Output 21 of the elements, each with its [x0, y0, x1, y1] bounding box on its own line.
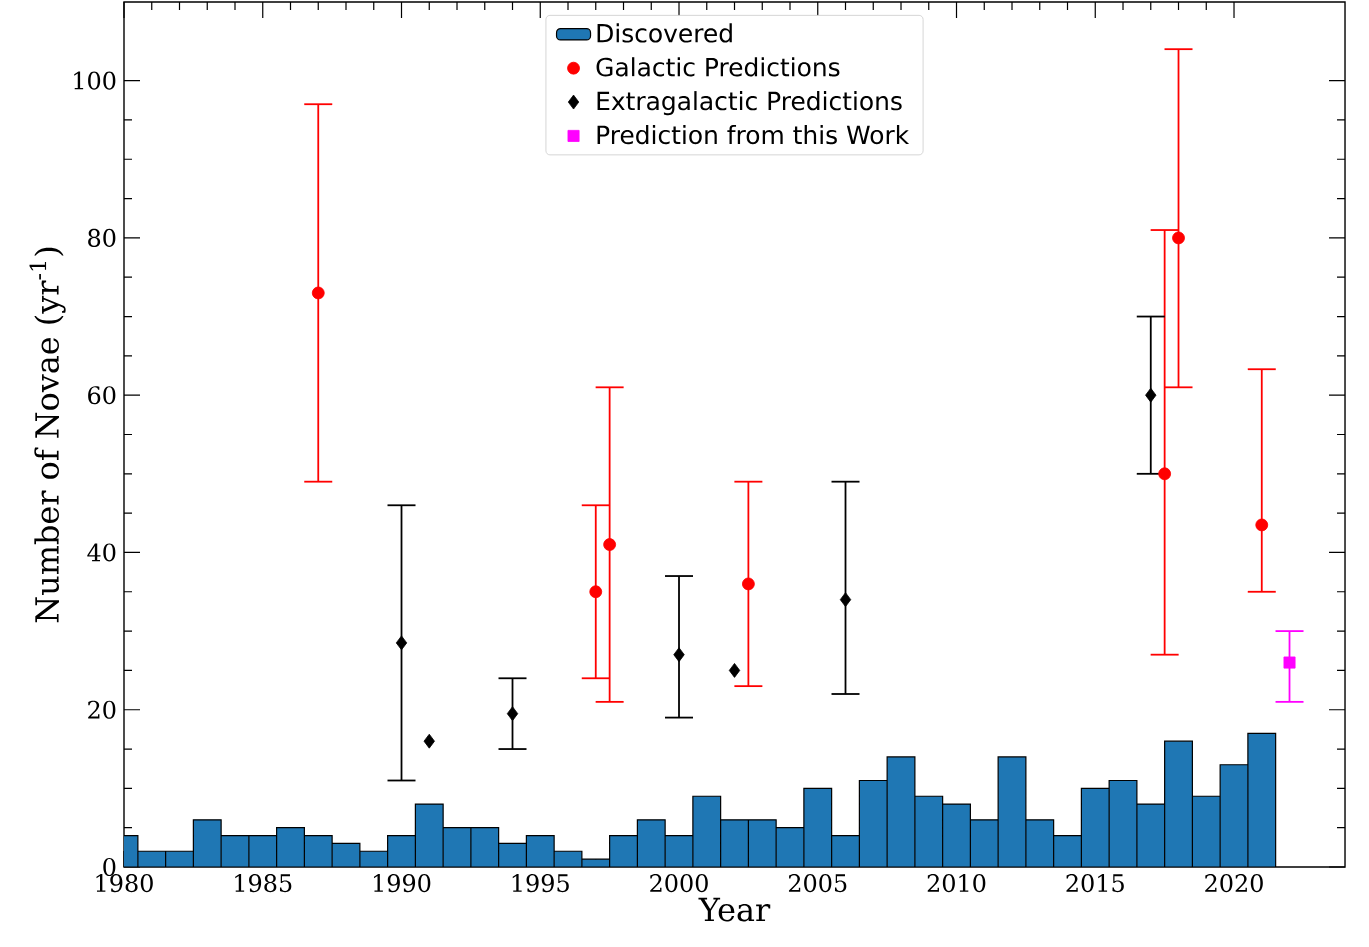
x-tick-label: 2020 [1205, 874, 1263, 893]
legend-label: Extragalactic Predictions [597, 91, 902, 116]
x-tick-label: 2010 [927, 874, 986, 893]
y-axis-title: Number of Novae (yr$^{-1}$) [29, 247, 66, 623]
y-tick-label: 40 [87, 543, 116, 562]
x-tick-label: 2015 [1066, 874, 1124, 893]
y-tick-label: 60 [88, 386, 116, 405]
y-tick-label: 0 [103, 857, 116, 877]
x-tick-label: 1990 [373, 874, 431, 893]
y-tick-label: 80 [88, 228, 116, 247]
x-axis-title: Year [698, 897, 771, 922]
x-tick-label: 1980 [96, 874, 153, 893]
x-tick-label: 2000 [650, 874, 708, 893]
legend-label: Prediction from this Work [597, 124, 910, 145]
y-tick-label: 20 [88, 700, 116, 719]
legend-label: Galactic Predictions [596, 57, 840, 77]
y-tick-label: 100 [74, 71, 116, 90]
legend-label: Discovered [597, 23, 732, 43]
x-tick-label: 2005 [788, 874, 847, 893]
x-tick-label: 1995 [512, 874, 569, 893]
x-tick-label: 1985 [235, 874, 292, 893]
